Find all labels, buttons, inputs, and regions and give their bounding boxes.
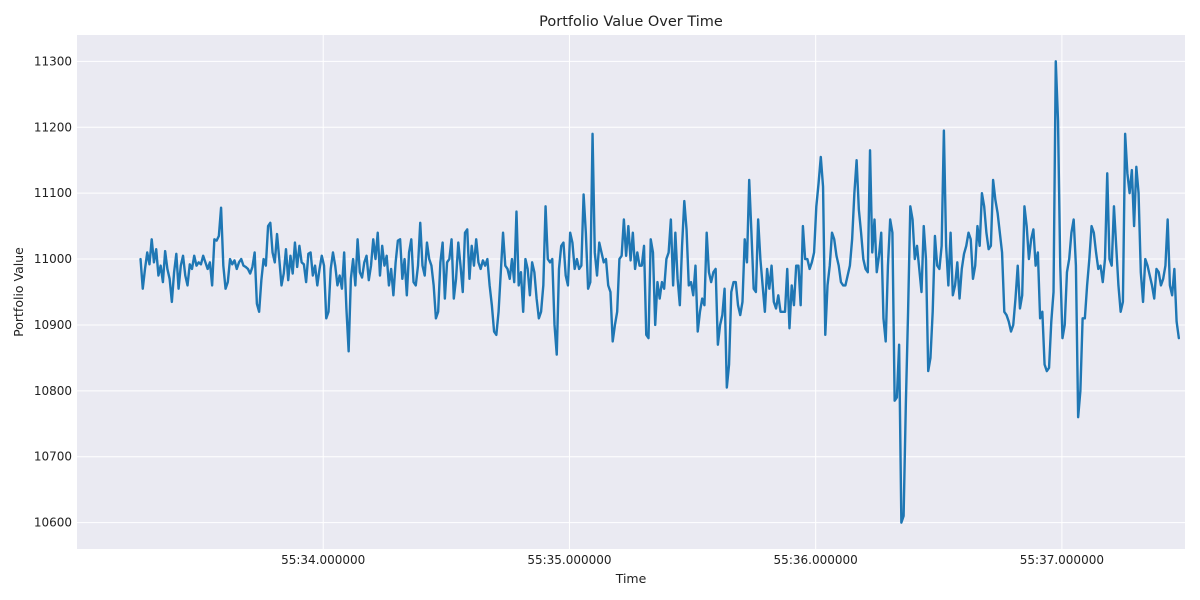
x-tick-label: 55:35.000000: [527, 553, 611, 567]
x-tick-labels: 55:34.000000 55:35.000000 55:36.000000 55:3…: [281, 553, 1104, 567]
y-tick-label: 11100: [34, 186, 72, 200]
x-gridlines: [322, 35, 1063, 549]
x-axis-label: Time: [615, 571, 647, 586]
y-tick-label: 10900: [34, 318, 72, 332]
y-tick-label: 11200: [34, 120, 72, 134]
y-tick-label: 11300: [34, 54, 72, 68]
y-gridlines: [77, 60, 1185, 524]
y-tick-label: 11000: [34, 252, 72, 266]
y-axis-label: Portfolio Value: [11, 247, 26, 337]
x-tick-label: 55:37.000000: [1020, 553, 1104, 567]
x-tick-label: 55:36.000000: [774, 553, 858, 567]
series-line: [139, 60, 1181, 524]
x-tick-label: 55:34.000000: [281, 553, 365, 567]
y-tick-labels: 10600 10700 10800 10900 11000 11100 11200 11300: [34, 54, 72, 529]
y-tick-label: 10800: [34, 384, 72, 398]
chart-title: Portfolio Value Over Time: [539, 14, 723, 30]
y-tick-label: 10600: [34, 516, 72, 530]
y-tick-label: 10700: [34, 450, 72, 464]
